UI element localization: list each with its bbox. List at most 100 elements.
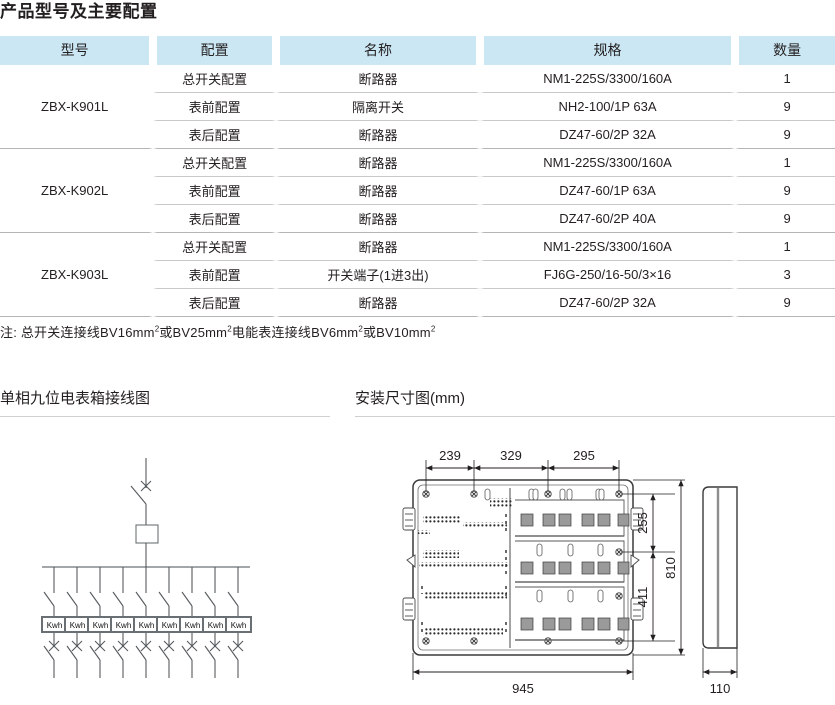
kwh-meter-label: Kwh	[231, 621, 247, 630]
branch-circuit	[89, 567, 106, 678]
note-prefix: 注: 总开关连接线BV16mm	[0, 325, 155, 340]
cell-config: 表后配置	[153, 204, 277, 232]
front-view	[402, 479, 644, 656]
terminal-dot-block	[490, 498, 512, 508]
table-row: ZBX-K903L 总开关配置 断路器 NM1-225S/3300/160A 1	[0, 232, 835, 316]
wiring-diagram-svg: Kwh Kwh Kwh Kwh Kwh Kwh Kwh Kwh	[41, 458, 252, 678]
cell-config: 表前配置	[153, 176, 277, 204]
table-row: 表后配置 断路器 DZ47-60/2P 40A 9	[0, 204, 835, 232]
meter-compartment-group	[515, 488, 630, 641]
note-sup-2: 2	[227, 324, 232, 334]
branch-circuit	[227, 567, 244, 678]
cell-config: 总开关配置	[153, 232, 277, 260]
column-header-model: 型号	[0, 36, 154, 65]
page-title: 产品型号及主要配置	[0, 2, 158, 21]
cell-qty: 9	[735, 204, 835, 232]
screw	[470, 637, 478, 645]
screw	[422, 637, 430, 645]
mounting-lug	[630, 507, 644, 531]
side-view: 110	[702, 486, 738, 696]
cell-qty: 9	[735, 120, 835, 148]
dim-label-top-1: 239	[439, 448, 461, 463]
kwh-meter: Kwh	[110, 616, 137, 633]
branch-circuit	[135, 567, 152, 678]
cell-qty: 3	[735, 260, 835, 288]
terminal-dot-block	[425, 628, 503, 635]
table-row: 表前配置 开关端子(1进3出) FJ6G-250/16-50/3×16 3	[0, 260, 835, 288]
note-mid-2: 电能表连接线BV6mm	[231, 325, 359, 340]
table-row: ZBX-K901L 总开关配置 断路器 NM1-225S/3300/160A 1	[0, 65, 835, 148]
terminal-dot-block	[418, 530, 430, 534]
cell-config: 表前配置	[153, 92, 277, 120]
hinge-marker	[406, 554, 416, 568]
meter-compartment	[515, 540, 630, 583]
note-sup-3: 2	[358, 324, 363, 334]
cell-qty: 9	[735, 92, 835, 120]
main-meter-box	[135, 524, 159, 544]
breaker-x-mark-2	[140, 480, 152, 492]
kwh-meter: Kwh	[87, 616, 114, 633]
cell-name: 开关端子(1进3出)	[276, 260, 480, 288]
cell-name: 断路器	[276, 204, 480, 232]
table-row: 表后配置 断路器 DZ47-60/2P 32A 9	[0, 120, 835, 148]
branch-circuit	[181, 567, 198, 678]
dim-label-right-2: 411	[635, 587, 650, 608]
note-mid-3: 或BV10mm	[362, 325, 431, 340]
heading-rule	[355, 416, 835, 417]
kwh-meter-label: Kwh	[208, 621, 224, 630]
cell-config: 总开关配置	[153, 65, 277, 92]
kwh-meter-label: Kwh	[93, 621, 109, 630]
kwh-meter-label: Kwh	[116, 621, 132, 630]
column-header-qty: 数量	[735, 36, 835, 65]
dims-heading-text: 安装尺寸图(mm)	[355, 390, 465, 407]
terminal-dot-block	[425, 592, 507, 599]
terminal-dot-block	[423, 550, 459, 558]
kwh-meter-label: Kwh	[47, 621, 63, 630]
cell-spec: DZ47-60/2P 40A	[479, 204, 736, 232]
kwh-meter-label: Kwh	[139, 621, 155, 630]
dim-label-right-3: 810	[663, 557, 678, 579]
dim-label-side: 110	[710, 681, 731, 696]
table-row: 表后配置 断路器 DZ47-60/2P 32A 9	[0, 288, 835, 316]
cell-spec: NM1-225S/3300/160A	[479, 232, 736, 260]
note-sup-4: 2	[430, 324, 436, 334]
kwh-meter: Kwh	[133, 616, 160, 633]
table-row: ZBX-K902L 总开关配置 断路器 NM1-225S/3300/160A 1	[0, 148, 835, 232]
left-compartment-detail	[418, 498, 512, 635]
kwh-meter: Kwh	[225, 616, 252, 633]
branch-circuit	[43, 567, 60, 678]
dimension-diagram-svg: 239 329 295 255 411 810 945	[402, 448, 738, 696]
branch-circuit	[158, 567, 175, 678]
kwh-meter-group: Kwh Kwh Kwh Kwh Kwh Kwh Kwh Kwh	[41, 616, 252, 633]
mounting-lug	[402, 507, 416, 531]
branch-circuit	[66, 567, 83, 678]
side-extension-lines	[702, 648, 738, 678]
cell-model: ZBX-K902L	[0, 148, 154, 232]
cell-name: 断路器	[276, 288, 480, 316]
table-row: 表前配置 断路器 DZ47-60/1P 63A 9	[0, 176, 835, 204]
installation-dimension-diagram: 239 329 295 255 411 810 945	[385, 440, 835, 705]
table-note: 注: 总开关连接线BV16mm2或BV25mm2电能表连接线BV6mm2或BV1…	[0, 322, 436, 341]
dim-label-right-1: 255	[635, 512, 650, 534]
harness-dashed-lines	[421, 514, 507, 634]
wiring-diagram: Kwh Kwh Kwh Kwh Kwh Kwh Kwh Kwh	[0, 440, 340, 705]
cell-spec: DZ47-60/2P 32A	[479, 288, 736, 316]
cell-config: 表前配置	[153, 260, 277, 288]
kwh-meter: Kwh	[179, 616, 206, 633]
kwh-meter-label: Kwh	[185, 621, 201, 630]
cell-spec: NM1-225S/3300/160A	[479, 148, 736, 176]
table-header-row: 型号 配置 名称 规格 数量	[0, 36, 835, 65]
top-dimension-chain: 239 329 295	[425, 448, 620, 492]
main-switch-blade	[130, 485, 147, 505]
section-heading-dimensions: 安装尺寸图(mm)	[355, 387, 835, 417]
meter-unit	[520, 561, 630, 575]
terminal-dot-block	[463, 522, 507, 528]
kwh-meter: Kwh	[202, 616, 229, 633]
kwh-meter-label: Kwh	[162, 621, 178, 630]
branch-circuit	[112, 567, 129, 678]
vent-slot	[484, 488, 491, 501]
product-spec-table: 型号 配置 名称 规格 数量 ZBX-K901L 总开关配置 断路器 NM1-2…	[0, 36, 835, 317]
cell-model: ZBX-K903L	[0, 232, 154, 316]
cell-qty: 1	[735, 232, 835, 260]
terminal-dot-block	[423, 516, 461, 524]
